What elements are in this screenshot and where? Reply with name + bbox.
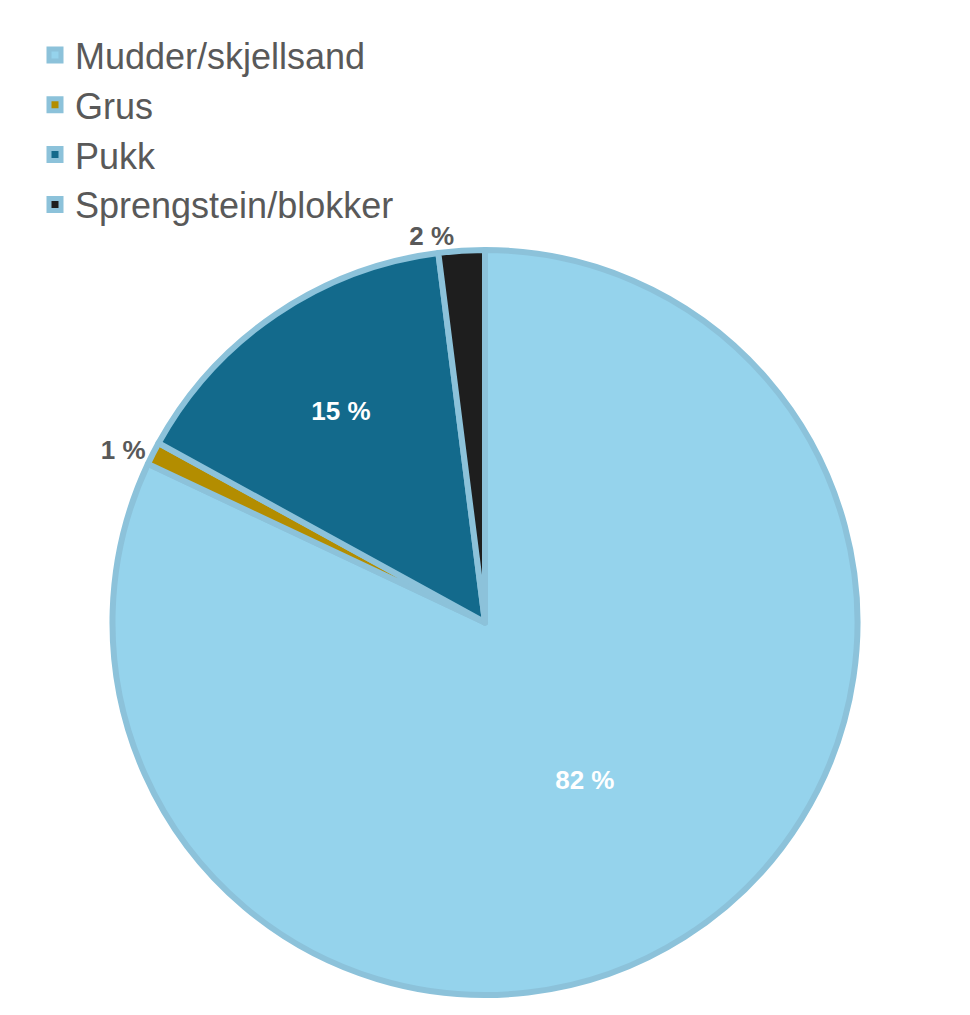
svg-text:1 %: 1 % <box>101 435 146 465</box>
svg-text:Mudder/skjellsand: Mudder/skjellsand <box>75 36 365 77</box>
svg-text:2 %: 2 % <box>409 221 454 251</box>
svg-text:15 %: 15 % <box>311 396 370 426</box>
svg-text:82 %: 82 % <box>555 765 614 795</box>
svg-text:Sprengstein/blokker: Sprengstein/blokker <box>75 185 393 226</box>
svg-text:Pukk: Pukk <box>75 136 156 177</box>
svg-text:Grus: Grus <box>75 86 153 127</box>
